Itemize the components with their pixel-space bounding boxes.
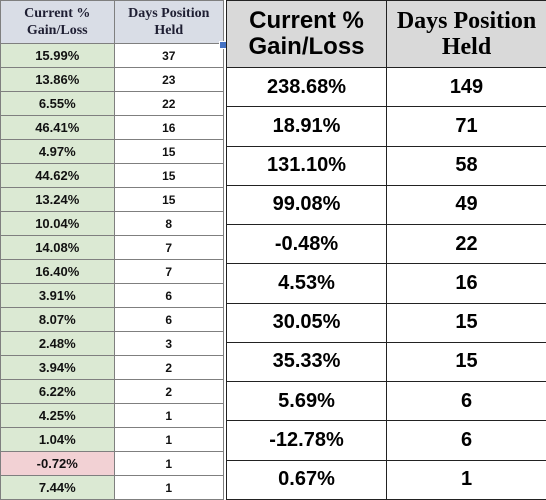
right-table-row: 18.91% 71 bbox=[226, 106, 546, 147]
left-gain-cell[interactable]: 6.22% bbox=[0, 379, 115, 404]
right-days-cell: 71 bbox=[386, 106, 546, 147]
right-gain-cell: 4.53% bbox=[226, 263, 387, 304]
right-gain-cell: 99.08% bbox=[226, 184, 387, 226]
right-gain-cell: 5.69% bbox=[226, 381, 387, 422]
left-header-gain[interactable]: Current % Gain/Loss bbox=[0, 0, 115, 44]
left-gain-cell[interactable]: 4.97% bbox=[0, 139, 115, 164]
left-gain-cell[interactable]: 44.62% bbox=[0, 163, 115, 188]
left-table-row: 4.25% 1 bbox=[0, 403, 225, 428]
right-summary-table: Current % Gain/Loss Days Position Held 2… bbox=[226, 0, 546, 500]
left-gain-cell[interactable]: 6.55% bbox=[0, 91, 115, 116]
right-days-cell: 15 bbox=[386, 341, 546, 383]
left-gain-cell[interactable]: 1.04% bbox=[0, 427, 115, 452]
left-table-row: 44.62% 15 bbox=[0, 163, 225, 188]
left-days-cell[interactable]: 7 bbox=[113, 259, 225, 284]
left-table-row: 7.44% 1 bbox=[0, 475, 225, 500]
right-table-row: 4.53% 16 bbox=[226, 263, 546, 304]
left-gain-cell[interactable]: 2.48% bbox=[0, 331, 115, 356]
left-header-days[interactable]: Days Position Held bbox=[113, 0, 225, 44]
left-days-cell[interactable]: 2 bbox=[113, 355, 225, 380]
right-header-days: Days Position Held bbox=[386, 0, 546, 68]
right-days-cell: 6 bbox=[386, 420, 546, 461]
right-days-cell: 49 bbox=[386, 184, 546, 226]
left-table-row: 16.40% 7 bbox=[0, 259, 225, 284]
left-days-cell[interactable]: 3 bbox=[113, 331, 225, 356]
left-days-cell[interactable]: 1 bbox=[113, 403, 225, 428]
left-days-cell[interactable]: 7 bbox=[113, 235, 225, 260]
left-days-cell[interactable]: 23 bbox=[113, 67, 225, 92]
right-header-row: Current % Gain/Loss Days Position Held bbox=[226, 0, 546, 68]
left-gain-cell[interactable]: 10.04% bbox=[0, 211, 115, 236]
right-gain-cell: -12.78% bbox=[226, 420, 387, 461]
right-table-row: -12.78% 6 bbox=[226, 420, 546, 461]
left-days-cell[interactable]: 1 bbox=[113, 427, 225, 452]
right-header-gain: Current % Gain/Loss bbox=[226, 0, 387, 68]
left-table-row: 13.24% 15 bbox=[0, 187, 225, 212]
right-table-row: -0.48% 22 bbox=[226, 224, 546, 265]
left-table-row: 3.91% 6 bbox=[0, 283, 225, 308]
right-gain-cell: -0.48% bbox=[226, 224, 387, 265]
left-gain-cell[interactable]: -0.72% bbox=[0, 451, 115, 476]
right-table-row: 30.05% 15 bbox=[226, 302, 546, 343]
left-table-row: 4.97% 15 bbox=[0, 139, 225, 164]
right-days-cell: 16 bbox=[386, 263, 546, 304]
left-table-row: 8.07% 6 bbox=[0, 307, 225, 332]
right-gain-cell: 30.05% bbox=[226, 302, 387, 343]
left-days-cell[interactable]: 15 bbox=[113, 187, 225, 212]
right-gain-cell: 18.91% bbox=[226, 106, 387, 147]
left-table-row: 6.55% 22 bbox=[0, 91, 225, 116]
left-spreadsheet-table: Current % Gain/Loss Days Position Held 1… bbox=[0, 0, 225, 500]
right-table-row: 5.69% 6 bbox=[226, 381, 546, 422]
left-days-cell[interactable]: 15 bbox=[113, 139, 225, 164]
left-days-cell[interactable]: 22 bbox=[113, 91, 225, 116]
left-days-cell[interactable]: 16 bbox=[113, 115, 225, 140]
right-days-cell: 58 bbox=[386, 145, 546, 186]
left-days-cell[interactable]: 37 bbox=[113, 43, 225, 68]
right-gain-cell: 238.68% bbox=[226, 66, 387, 108]
right-gain-cell: 35.33% bbox=[226, 341, 387, 383]
left-days-cell[interactable]: 15 bbox=[113, 163, 225, 188]
right-days-cell: 1 bbox=[386, 459, 546, 500]
left-table-row: 15.99% 37 bbox=[0, 43, 225, 68]
right-gain-cell: 0.67% bbox=[226, 459, 387, 500]
left-table-row: 3.94% 2 bbox=[0, 355, 225, 380]
left-gain-cell[interactable]: 8.07% bbox=[0, 307, 115, 332]
right-days-cell: 6 bbox=[386, 381, 546, 422]
right-days-cell: 149 bbox=[386, 66, 546, 108]
left-days-cell[interactable]: 6 bbox=[113, 283, 225, 308]
left-table-row: 10.04% 8 bbox=[0, 211, 225, 236]
right-table-row: 99.08% 49 bbox=[226, 184, 546, 226]
right-gain-cell: 131.10% bbox=[226, 145, 387, 186]
left-gain-cell[interactable]: 13.86% bbox=[0, 67, 115, 92]
left-days-cell[interactable]: 1 bbox=[113, 475, 225, 500]
left-table-row: 1.04% 1 bbox=[0, 427, 225, 452]
left-gain-cell[interactable]: 13.24% bbox=[0, 187, 115, 212]
left-gain-cell[interactable]: 15.99% bbox=[0, 43, 115, 68]
left-gain-cell[interactable]: 3.94% bbox=[0, 355, 115, 380]
right-table-row: 35.33% 15 bbox=[226, 341, 546, 383]
left-gain-cell[interactable]: 14.08% bbox=[0, 235, 115, 260]
right-days-cell: 22 bbox=[386, 224, 546, 265]
left-gain-cell[interactable]: 46.41% bbox=[0, 115, 115, 140]
right-table-row: 131.10% 58 bbox=[226, 145, 546, 186]
left-days-cell[interactable]: 8 bbox=[113, 211, 225, 236]
right-days-cell: 15 bbox=[386, 302, 546, 343]
left-table-row: 6.22% 2 bbox=[0, 379, 225, 404]
right-table-row: 0.67% 1 bbox=[226, 459, 546, 500]
left-table-row: 2.48% 3 bbox=[0, 331, 225, 356]
left-days-cell[interactable]: 2 bbox=[113, 379, 225, 404]
left-table-row: -0.72% 1 bbox=[0, 451, 225, 476]
left-gain-cell[interactable]: 3.91% bbox=[0, 283, 115, 308]
left-days-cell[interactable]: 1 bbox=[113, 451, 225, 476]
left-gain-cell[interactable]: 7.44% bbox=[0, 475, 115, 500]
left-days-cell[interactable]: 6 bbox=[113, 307, 225, 332]
left-table-row: 14.08% 7 bbox=[0, 235, 225, 260]
left-header-row: Current % Gain/Loss Days Position Held bbox=[0, 0, 225, 44]
right-table-row: 238.68% 149 bbox=[226, 66, 546, 108]
left-gain-cell[interactable]: 16.40% bbox=[0, 259, 115, 284]
left-table-row: 13.86% 23 bbox=[0, 67, 225, 92]
left-table-row: 46.41% 16 bbox=[0, 115, 225, 140]
left-gain-cell[interactable]: 4.25% bbox=[0, 403, 115, 428]
